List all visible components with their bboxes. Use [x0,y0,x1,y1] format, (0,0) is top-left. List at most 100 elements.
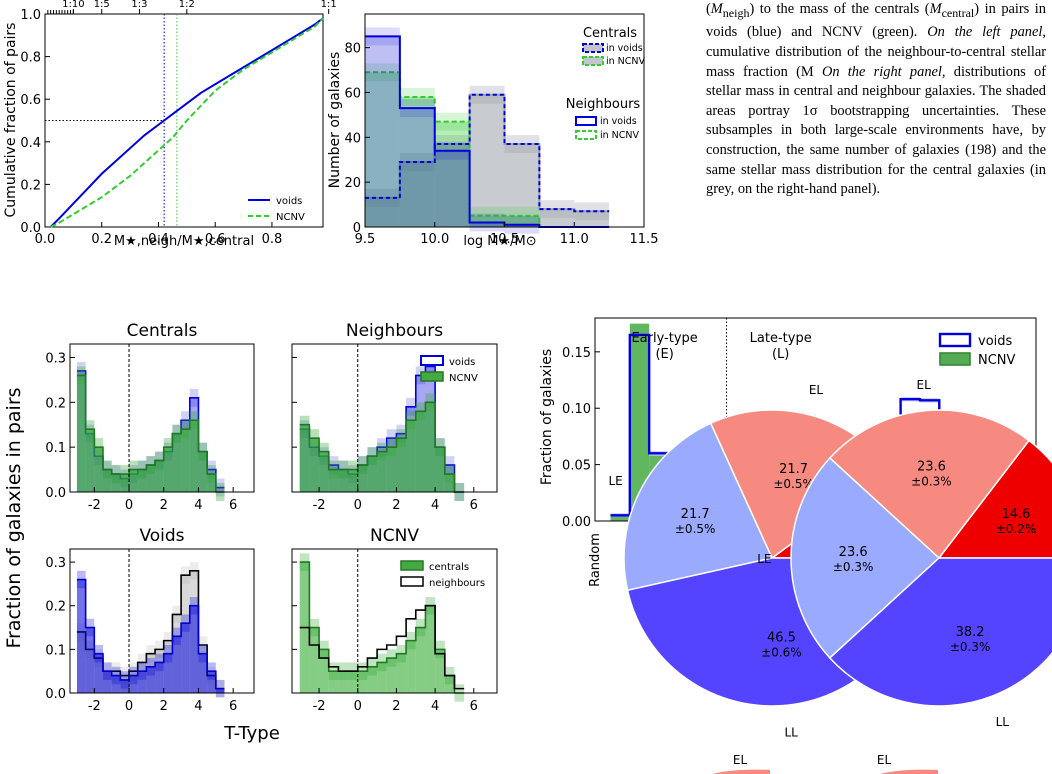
legend-swatch-ncnv [939,352,971,366]
panel-series-b-bar [367,456,378,492]
grid-x-axis-label: T-Type [223,723,280,744]
bottom-pie-label-2: EL [877,753,892,767]
panel-frame [291,548,498,694]
x-tick-label: 6 [470,699,478,714]
panel-series-a-bar [328,671,339,693]
y-tick-label: 0.2 [20,178,41,193]
y-tick-label: 0.00 [562,515,591,530]
panel-series-b-bar [76,375,86,492]
panel-series-a-bar [207,671,216,693]
pie-value-LL: 46.5 [767,630,796,645]
pie-slice-EE [937,439,1052,559]
panel-series-a-bar [396,653,407,693]
panel-series-b-bar [309,438,320,492]
panel-series-b-bar [207,474,216,492]
panel-series-a-bar [94,653,103,693]
pie-slice-EL [828,409,1031,560]
series-line-voids [49,17,324,228]
panel-title: Centrals [127,321,198,341]
y-tick-label: 0.8 [20,51,41,66]
x-tick-label: -2 [88,699,101,714]
panel-title: Voids [139,526,184,546]
centrals-hist-bar [469,94,505,227]
panel-series-a-bar [338,671,349,693]
centrals-hist-bar [434,144,470,227]
x-tick-label: 0 [354,699,362,714]
ncnv-bar [629,323,650,521]
top-tick-label: 1:3 [131,0,147,10]
y-tick-label: 0.2 [45,396,66,411]
neigh-ncnv-hist-bar [469,215,505,227]
bottom-pie-slice-2 [880,769,938,774]
left-panel-label: On the left panel [927,24,1043,41]
legend-neighbours-title: Neighbours [566,97,641,112]
panel-frame [69,343,255,493]
pie-value-EL: 23.6 [917,459,946,474]
panel-series-a-bar [163,653,173,693]
x-tick-label: -2 [313,699,326,714]
y-tick-label: 0.1 [45,643,66,658]
panel-series-a-bar [444,675,455,693]
neigh-voids-hist-bar [434,150,470,227]
y-tick-label: 40 [344,131,361,146]
top-tick-label: 1:2 [179,0,195,10]
y-tick-label: 0.15 [562,346,591,361]
top-tick-label: 1:5 [94,0,110,10]
x-tick-label: 0 [125,699,133,714]
panel-series-b-bar [111,474,121,492]
panel-series-b-step [299,604,465,690]
x-tick-label: 0 [354,498,362,513]
panel-series-a-bar [181,623,190,693]
y-tick-label: 80 [344,42,361,57]
panel-series-b-bar [181,429,190,492]
panel-series-b-bar [377,451,387,492]
panel-series-b-bar [85,429,95,492]
panel-frame [69,548,255,694]
panel-series-b-bar [415,411,426,492]
x-tick-label: 2 [392,699,400,714]
y-tick-label: 0.10 [562,402,591,417]
neigh-ncnv-hist-bar [365,72,400,227]
panel-series-a-bar [367,666,378,693]
pie-error-EE: ±0.2% [996,522,1037,536]
annot-early: Early-type [631,331,697,346]
y-axis-label: Number of galaxies [327,52,343,189]
panel-series-a-bar [357,671,368,693]
panel-series-b-bar [338,469,349,492]
panel-series-b-bar [198,451,208,492]
legend-label-neigh-ncnv: in NCNV [600,130,640,141]
panel-series-a-bar [85,627,95,693]
panel-title: Neighbours [346,321,443,341]
panel-series-b-bar [172,433,182,492]
centrals-hist-bar [574,211,610,227]
legend-centrals-title: Centrals [583,26,637,41]
panel-series-a-bar [111,675,121,693]
legend-label-ncnv: NCNV [978,353,1016,368]
right-panel-label: On the right panel, [821,63,946,80]
pie-label-LE: LE [757,552,771,566]
neigh-ncnv-hist-bar [434,121,470,227]
neigh-voids-hist-bar [504,224,540,227]
y-tick-label: 0.0 [45,687,66,702]
y-tick-label: 1.0 [20,8,41,23]
panel-series-b-bar [163,447,173,492]
panel-frame [291,343,498,493]
pie-error-EL: ±0.3% [911,474,952,488]
y-tick-label: 0.0 [20,221,41,236]
x-tick-label: 4 [194,699,202,714]
panel-series-a-bar [120,679,130,693]
centrals-hist-bar [539,209,575,227]
ncnv-bar [610,515,630,521]
legend-swatch-neigh-ncnv [575,130,597,140]
pie-slice-LL [828,557,1052,707]
legend-swatch-a [420,355,444,366]
pie-value-LL: 38.2 [956,625,985,640]
x-tick-label: 6 [470,498,478,513]
annot-late: Late-type [750,331,812,346]
pie-error-LL: ±0.3% [950,640,991,654]
x-tick-label: 0 [125,498,133,513]
panel-series-b-bar [357,465,368,492]
panel-series-b-bar [396,438,407,492]
series-line-NCNV [50,17,324,228]
